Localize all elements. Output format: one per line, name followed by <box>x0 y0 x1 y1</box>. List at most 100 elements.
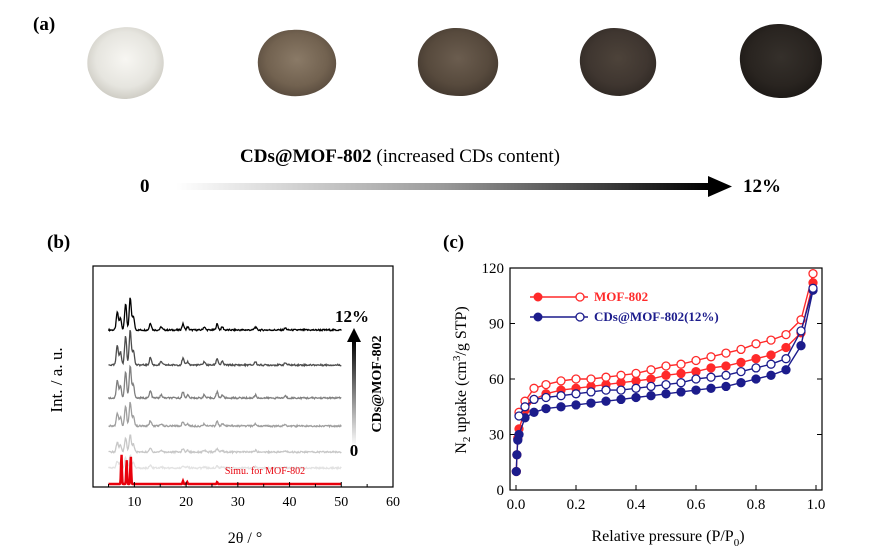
isotherm-chart: 0.0 0.2 0.4 0.6 0.8 1.0 0 30 60 90 120 MOF-802 CDs@… <box>451 261 826 549</box>
xrd-arrow-top: 12% <box>335 307 369 326</box>
iso-ytick-label: 30 <box>489 428 504 444</box>
iso-point <box>736 344 746 355</box>
iso-point <box>721 348 731 358</box>
legend-marker-open <box>575 292 585 302</box>
iso-point <box>706 383 716 393</box>
powder-pile-3 <box>579 28 657 96</box>
xrd-chart: 10 20 30 40 50 60 Int. / a. u. 2θ / ° Simu. f… <box>47 265 400 547</box>
xrd-xtick-label: 60 <box>386 495 400 510</box>
iso-point <box>781 329 791 340</box>
powder-photos <box>87 24 822 197</box>
iso-xlabel: Relative pressure (P/P0) <box>591 528 744 549</box>
iso-point <box>556 402 566 412</box>
iso-point <box>601 385 611 395</box>
iso-point <box>529 394 539 405</box>
xrd-xtick-label: 30 <box>231 495 245 510</box>
iso-point <box>556 376 566 386</box>
xrd-trace-2 <box>107 364 342 401</box>
arrow-end-label: 12% <box>743 176 781 197</box>
iso-point <box>646 365 656 375</box>
iso-line-3 <box>518 288 814 417</box>
iso-point <box>676 387 686 397</box>
gradient-arrow-head <box>708 176 732 197</box>
iso-point <box>616 370 626 380</box>
iso-point <box>721 381 731 392</box>
xrd-trace-3 <box>108 401 342 429</box>
iso-point <box>631 392 641 403</box>
iso-point <box>796 326 806 336</box>
iso-xtick-label: 0.2 <box>567 497 586 513</box>
iso-point <box>631 368 641 379</box>
iso-ytick-label: 90 <box>489 317 504 333</box>
iso-ytick-label: 0 <box>497 483 505 499</box>
xrd-xtick-label: 10 <box>127 495 141 510</box>
iso-point <box>808 268 818 279</box>
iso-point <box>751 354 761 364</box>
legend-label: MOF-802 <box>594 289 648 304</box>
xrd-xtick-label: 50 <box>334 495 348 510</box>
iso-point <box>631 383 641 393</box>
iso-point <box>571 389 581 399</box>
panel-c-label: (c) <box>443 232 465 253</box>
iso-point <box>514 429 524 440</box>
iso-point <box>676 368 686 379</box>
iso-ticks: 0.0 0.2 0.4 0.6 0.8 1.0 0 30 60 90 120 <box>482 261 826 513</box>
iso-xtick-label: 0.6 <box>687 497 706 513</box>
iso-point <box>556 391 566 401</box>
iso-point <box>676 378 686 388</box>
xrd-trace-5 <box>107 453 342 471</box>
iso-point <box>514 411 524 421</box>
iso-ylabel: N2 uptake (cm3/g STP) <box>451 306 473 453</box>
legend-marker-filled <box>533 312 543 322</box>
gradient-arrow-bar <box>176 183 710 190</box>
xrd-trace-0 <box>107 297 342 333</box>
legend-label: CDs@MOF-802(12%) <box>594 309 719 324</box>
iso-point <box>721 370 731 380</box>
iso-point <box>766 335 776 345</box>
iso-point <box>529 383 539 393</box>
iso-point <box>796 341 806 351</box>
arrow-start-label: 0 <box>140 176 150 197</box>
iso-point <box>691 374 701 384</box>
iso-point <box>736 357 746 368</box>
powder-pile-0 <box>87 27 164 99</box>
iso-point <box>586 374 596 384</box>
iso-point <box>676 359 686 369</box>
iso-point <box>706 363 716 373</box>
iso-point <box>601 396 611 406</box>
iso-point <box>691 355 701 366</box>
xrd-sim-trace <box>108 454 342 486</box>
iso-xtick-label: 0.4 <box>627 497 646 513</box>
iso-point <box>586 398 596 408</box>
iso-point <box>736 366 746 377</box>
iso-point <box>706 372 716 382</box>
iso-point <box>781 365 791 375</box>
iso-xtick-label: 1.0 <box>807 497 826 513</box>
powder-pile-2 <box>417 28 499 96</box>
panel-a-caption: CDs@MOF-802 (increased CDs content) <box>240 146 560 168</box>
xrd-frame <box>92 265 394 488</box>
iso-series <box>511 268 818 477</box>
iso-point <box>808 283 818 293</box>
iso-point <box>616 394 626 405</box>
iso-point <box>766 350 776 360</box>
iso-point <box>512 450 522 460</box>
xrd-ticks: 10 20 30 40 50 60 <box>108 482 400 510</box>
iso-point <box>646 381 656 392</box>
iso-point <box>541 379 551 390</box>
iso-point <box>691 385 701 395</box>
panel-a-label: (a) <box>33 14 56 35</box>
iso-ytick-label: 60 <box>489 372 504 388</box>
iso-point <box>736 378 746 388</box>
xrd-xtick-label: 40 <box>283 495 297 510</box>
iso-point <box>751 339 761 349</box>
iso-ytick-label: 120 <box>482 261 505 277</box>
powder-pile-4 <box>739 24 822 98</box>
iso-point <box>571 374 581 384</box>
xrd-sim-legend: Simu. for MOF-802 <box>225 466 305 477</box>
iso-point <box>661 361 671 371</box>
iso-point <box>766 359 776 369</box>
iso-xtick-label: 0.0 <box>507 497 526 513</box>
iso-point <box>721 361 731 371</box>
xrd-trace-1 <box>108 329 342 368</box>
